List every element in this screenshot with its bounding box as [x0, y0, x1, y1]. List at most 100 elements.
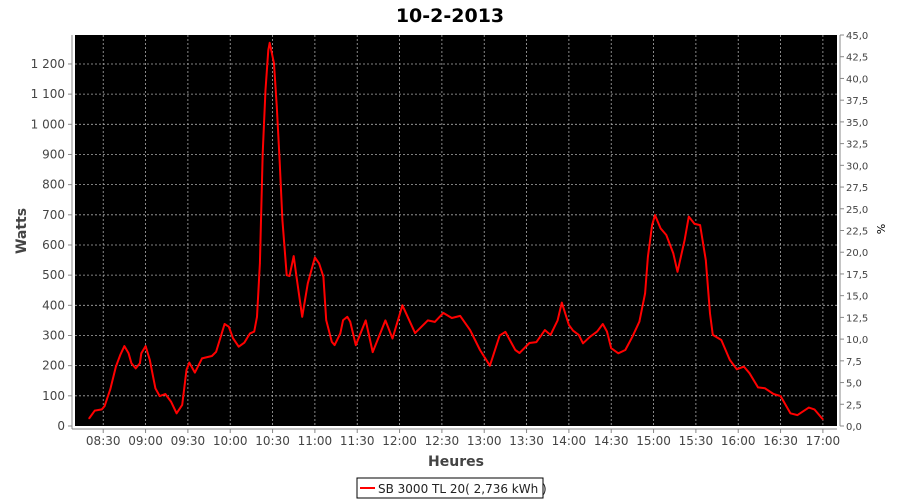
data-point — [414, 332, 416, 334]
data-point — [349, 320, 352, 323]
y-axis-ticks: 0 100 200 300 400 500 600 700 800 900 1 000 1 100 1 … — [31, 57, 72, 433]
data-point — [459, 315, 462, 317]
data-point — [119, 354, 121, 356]
data-point — [544, 329, 546, 331]
grid-lines — [75, 35, 837, 426]
y2-tick-label: 20,0 — [846, 248, 868, 259]
legend-box — [356, 477, 544, 499]
y-axis-label: Watts — [14, 208, 30, 254]
data-point — [808, 406, 810, 409]
data-point — [665, 234, 668, 236]
x-tick-label: 16:00 — [721, 434, 756, 448]
data-point — [188, 361, 191, 364]
y2-tick-label: 37,5 — [846, 96, 868, 107]
x-tick-label: 14:00 — [552, 434, 587, 448]
data-point — [149, 359, 151, 361]
data-point — [647, 255, 649, 258]
data-point — [261, 152, 264, 155]
data-point — [355, 344, 357, 346]
data-point — [504, 331, 507, 333]
y-tick-label: 800 — [42, 178, 65, 192]
data-point — [683, 239, 686, 241]
y2-tick-label: 10,0 — [846, 335, 868, 346]
data-point — [339, 332, 342, 335]
y2-tick-label: 5,0 — [846, 379, 862, 390]
x-axis-ticks: 08:30 09:00 09:30 10:00 10:30 11:00 11:30 12:00… — [86, 429, 840, 448]
data-point — [479, 349, 481, 351]
data-point — [243, 341, 246, 344]
y2-tick-label: 35,0 — [846, 118, 868, 129]
data-point — [115, 365, 117, 368]
y2-tick-label: 45,0 — [846, 31, 868, 42]
y-tick-label: 300 — [42, 328, 65, 342]
x-tick-label: 15:30 — [679, 434, 714, 448]
data-point — [215, 351, 217, 353]
y2-tick-label: 17,5 — [846, 270, 868, 281]
data-point — [589, 335, 591, 338]
data-point — [631, 335, 634, 338]
data-point — [644, 292, 646, 295]
data-point — [709, 312, 711, 315]
chart-title: 10-2-2013 — [396, 5, 504, 27]
data-point — [333, 344, 336, 346]
data-point — [301, 316, 304, 318]
x-tick-label: 11:30 — [340, 434, 375, 448]
y-tick-label: 600 — [42, 238, 65, 252]
y2-tick-label: 7,5 — [846, 357, 862, 368]
data-point — [568, 324, 570, 326]
data-point — [285, 274, 288, 277]
y-tick-label: 100 — [42, 389, 65, 403]
y2-tick-label: 27,5 — [846, 183, 868, 194]
data-point — [789, 412, 792, 415]
data-point — [273, 62, 275, 65]
y-tick-label: 200 — [42, 359, 65, 373]
data-point — [442, 312, 445, 314]
data-point — [281, 219, 284, 221]
y2-tick-label: 15,0 — [846, 292, 868, 303]
data-point — [659, 227, 662, 230]
data-point — [535, 341, 538, 343]
data-point — [610, 347, 612, 350]
data-point — [181, 404, 183, 406]
data-point — [518, 352, 521, 354]
data-point — [779, 395, 782, 397]
y-tick-label: 900 — [42, 147, 65, 161]
data-point — [434, 321, 436, 323]
data-point — [331, 341, 333, 343]
data-point — [314, 256, 316, 259]
y2-tick-label: 42,5 — [846, 53, 868, 64]
data-point — [103, 405, 106, 407]
data-point — [211, 355, 213, 357]
data-point — [582, 342, 584, 345]
data-point — [736, 368, 738, 371]
data-point — [729, 359, 731, 361]
data-point — [549, 334, 552, 336]
data-point — [602, 323, 604, 325]
y2-tick-label: 12,5 — [846, 313, 868, 324]
x-tick-label: 10:00 — [213, 434, 248, 448]
data-point — [140, 352, 143, 355]
data-point — [401, 304, 404, 307]
y2-tick-label: 30,0 — [846, 161, 868, 172]
x-tick-label: 09:00 — [128, 434, 163, 448]
data-point — [514, 349, 517, 351]
data-point — [617, 352, 620, 355]
y-tick-label: 1 200 — [31, 57, 65, 71]
data-point — [606, 330, 608, 333]
x-tick-label: 11:00 — [298, 434, 333, 448]
data-point — [342, 319, 344, 321]
data-point — [743, 365, 745, 368]
data-point — [688, 215, 690, 218]
data-point — [772, 393, 775, 395]
data-point — [764, 387, 766, 390]
data-point — [451, 317, 453, 319]
data-point — [256, 316, 258, 318]
x-tick-label: 12:00 — [382, 434, 417, 448]
data-point — [371, 351, 374, 353]
data-point — [720, 339, 723, 341]
y-tick-label: 1 000 — [31, 117, 65, 131]
data-point — [322, 275, 325, 278]
y2-tick-label: 0,0 — [846, 422, 862, 433]
data-point — [364, 319, 367, 322]
